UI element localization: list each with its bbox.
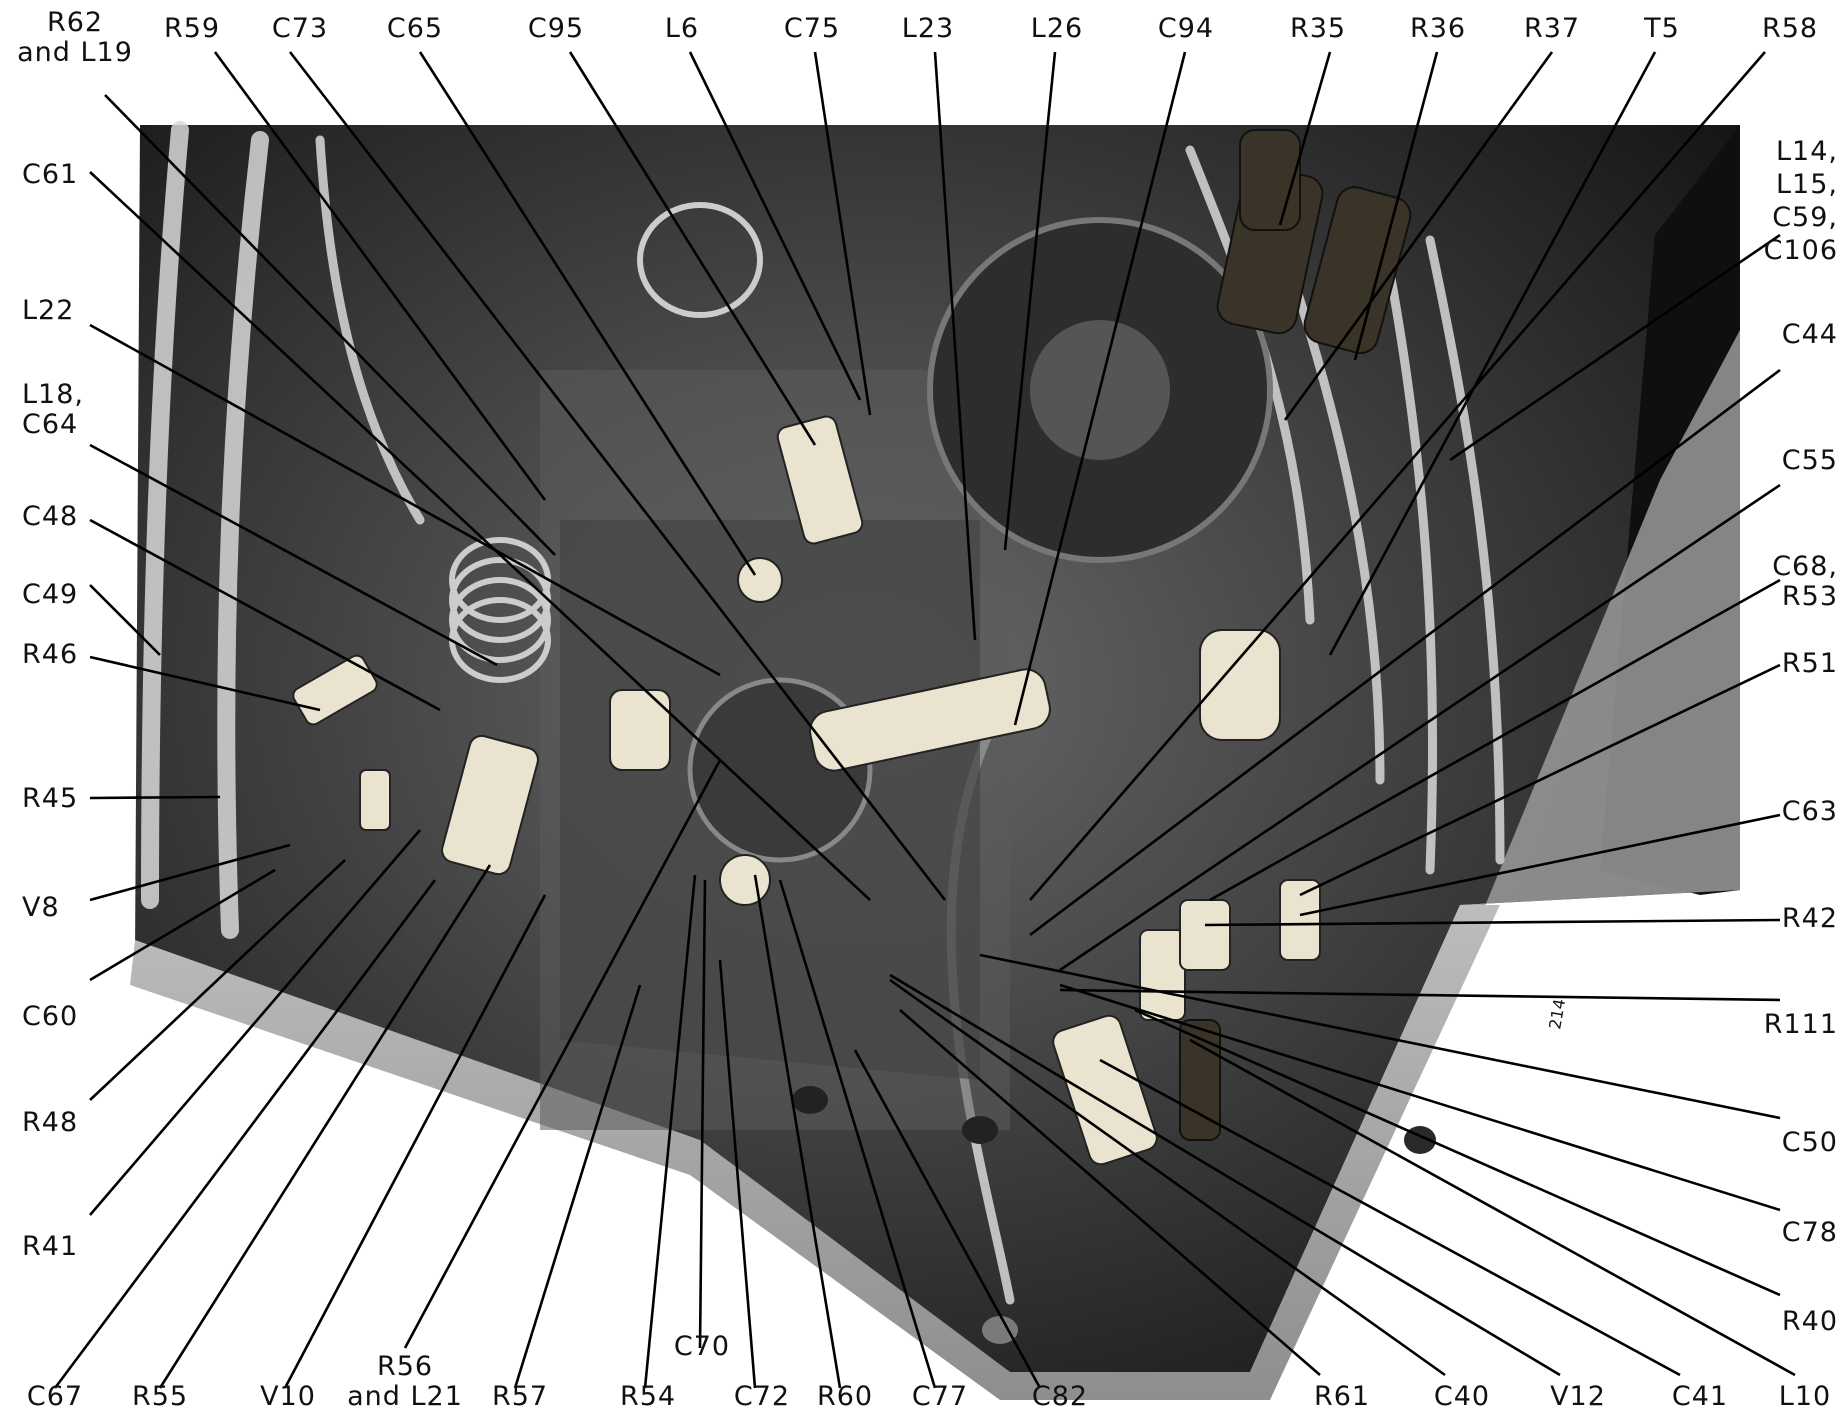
label-c68-r53: C68, R53 <box>1772 551 1838 612</box>
label-r111: R111 <box>1763 1009 1838 1040</box>
label-r42: R42 <box>1781 903 1838 934</box>
label-l26: L26 <box>1030 13 1084 44</box>
chassis-side-wall <box>1430 330 1740 1040</box>
label-r60: R60 <box>816 1381 874 1412</box>
label-c77: C77 <box>911 1381 969 1412</box>
label-r48: R48 <box>22 1107 79 1138</box>
label-c72: C72 <box>733 1381 791 1412</box>
label-c73: C73 <box>271 13 329 44</box>
label-r41: R41 <box>22 1231 79 1262</box>
label-r40: R40 <box>1781 1306 1838 1337</box>
label-l14-l15-c59-c106: L14, L15, C59, C106 <box>1763 136 1838 266</box>
label-c41: C41 <box>1671 1381 1729 1412</box>
label-r51: R51 <box>1781 648 1838 679</box>
label-l23: L23 <box>901 13 955 44</box>
label-r58: R58 <box>1761 13 1819 44</box>
label-c50: C50 <box>1781 1127 1838 1158</box>
label-r45: R45 <box>22 783 79 814</box>
label-c70: C70 <box>673 1331 731 1362</box>
label-c55: C55 <box>1781 445 1838 476</box>
label-r61: R61 <box>1313 1381 1371 1412</box>
label-l10: L10 <box>1778 1381 1832 1412</box>
label-r35: R35 <box>1289 13 1347 44</box>
label-r57: R57 <box>491 1381 549 1412</box>
label-r37: R37 <box>1523 13 1581 44</box>
label-l22: L22 <box>22 295 75 326</box>
label-c44: C44 <box>1781 319 1838 350</box>
label-c94: C94 <box>1157 13 1215 44</box>
label-c65: C65 <box>386 13 444 44</box>
label-v8: V8 <box>22 892 60 923</box>
label-c49: C49 <box>22 579 79 610</box>
label-v12: V12 <box>1550 1381 1606 1412</box>
label-r59: R59 <box>163 13 221 44</box>
label-r62-l19: R62 and L19 <box>17 7 133 68</box>
label-c67: C67 <box>26 1381 84 1412</box>
label-c60: C60 <box>22 1001 79 1032</box>
leader-lines <box>53 51 1796 1389</box>
label-c63: C63 <box>1781 796 1838 827</box>
label-c78: C78 <box>1781 1217 1838 1248</box>
label-c95: C95 <box>527 13 585 44</box>
label-c40: C40 <box>1433 1381 1491 1412</box>
label-c61: C61 <box>22 159 79 190</box>
label-t5: T5 <box>1644 13 1680 44</box>
label-r46: R46 <box>22 639 79 670</box>
page-number-stamp: 214 <box>1545 997 1569 1030</box>
label-r54: R54 <box>619 1381 677 1412</box>
label-l18-c64: L18, C64 <box>22 379 84 440</box>
label-v10: V10 <box>260 1381 316 1412</box>
label-r36: R36 <box>1409 13 1467 44</box>
label-l6: L6 <box>664 13 700 44</box>
label-c82: C82 <box>1031 1381 1089 1412</box>
label-r55: R55 <box>131 1381 189 1412</box>
label-r56-l21: R56 and L21 <box>347 1351 463 1412</box>
label-c75: C75 <box>783 13 841 44</box>
label-c48: C48 <box>22 501 79 532</box>
